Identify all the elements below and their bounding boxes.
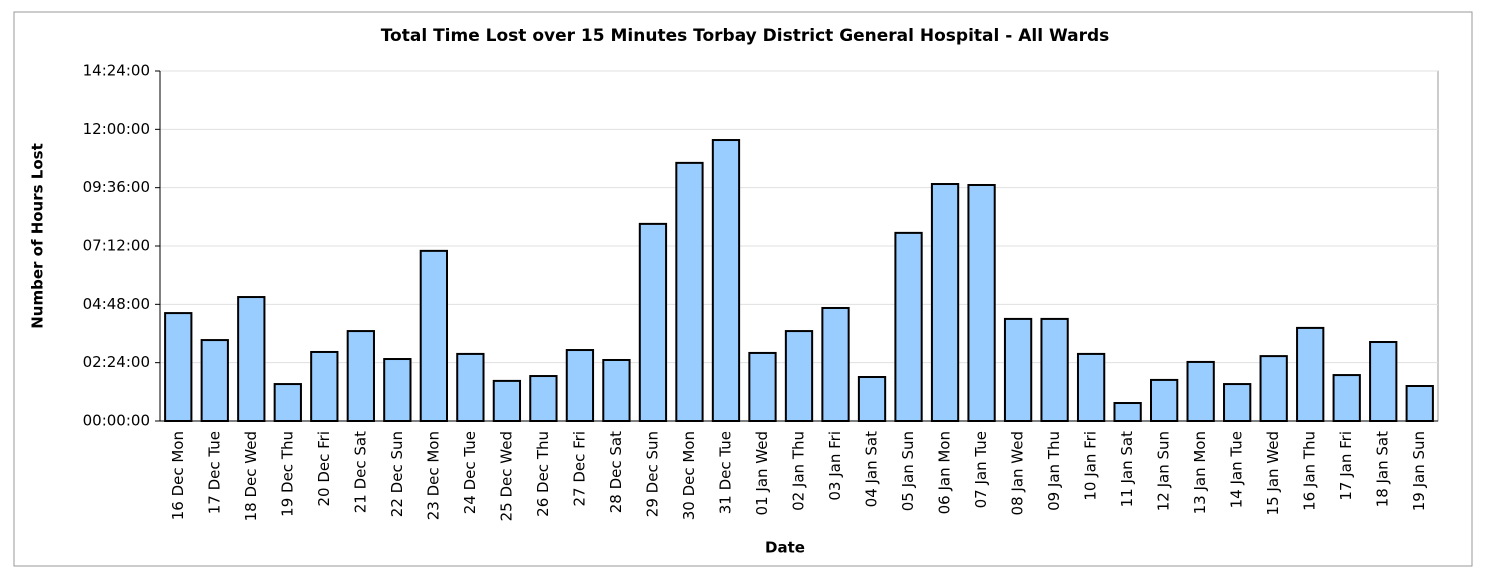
x-tick-label: 26 Dec Thu xyxy=(534,431,552,517)
chart-title: Total Time Lost over 15 Minutes Torbay D… xyxy=(381,26,1110,46)
bar xyxy=(456,352,485,422)
x-axis-title: Date xyxy=(765,539,805,557)
bar xyxy=(784,330,814,423)
bar xyxy=(200,339,229,422)
bar xyxy=(383,358,412,423)
bar xyxy=(748,351,777,423)
x-tick-label: 23 Dec Mon xyxy=(424,431,442,520)
bar xyxy=(164,312,193,423)
x-tick-label: 27 Dec Fri xyxy=(570,431,588,507)
bar xyxy=(1223,383,1252,422)
bar xyxy=(237,296,266,422)
x-tick-label: 13 Jan Mon xyxy=(1191,431,1209,514)
y-tick-label: 07:12:00 xyxy=(83,237,150,255)
bar xyxy=(273,383,302,422)
bar xyxy=(857,376,887,423)
x-tick-label: 16 Dec Mon xyxy=(169,431,187,520)
x-tick-label: 18 Jan Sat xyxy=(1374,431,1392,507)
x-tick-label: 15 Jan Wed xyxy=(1264,431,1282,515)
x-tick-label: 12 Jan Sun xyxy=(1155,431,1173,511)
x-tick-label: 25 Dec Wed xyxy=(497,431,515,521)
x-tick-label: 29 Dec Sun xyxy=(643,431,661,517)
y-axis-title: Number of Hours Lost xyxy=(29,143,47,329)
x-tick-label: 22 Dec Sun xyxy=(388,431,406,517)
x-tick-label: 19 Dec Thu xyxy=(278,431,296,517)
bar xyxy=(967,183,996,422)
x-tick-label: 30 Dec Mon xyxy=(680,431,698,520)
x-tick-label: 18 Dec Wed xyxy=(242,431,260,521)
x-tick-label: 11 Jan Sat xyxy=(1118,431,1136,507)
bar xyxy=(492,379,522,423)
bar xyxy=(675,161,704,422)
bar xyxy=(346,330,375,423)
bar xyxy=(565,349,595,422)
bar xyxy=(310,350,339,423)
bar xyxy=(1369,341,1398,423)
bar xyxy=(1113,402,1142,422)
x-tick-label: 08 Jan Wed xyxy=(1009,431,1027,515)
bar xyxy=(711,139,741,422)
bar xyxy=(1003,317,1033,422)
x-tick-label: 20 Dec Fri xyxy=(315,431,333,507)
y-tick-label: 02:24:00 xyxy=(83,353,150,371)
x-tick-label: 01 Jan Wed xyxy=(753,431,771,515)
x-tick-label: 16 Jan Thu xyxy=(1301,431,1319,511)
bar xyxy=(894,231,923,422)
y-tick-label: 14:24:00 xyxy=(83,62,150,80)
bar xyxy=(1332,374,1361,422)
x-tick-label: 19 Jan Sun xyxy=(1410,431,1428,511)
y-tick-label: 12:00:00 xyxy=(83,120,150,138)
x-tick-label: 14 Jan Tue xyxy=(1228,431,1246,508)
x-tick-label: 17 Jan Fri xyxy=(1337,431,1355,501)
bar xyxy=(419,249,449,422)
bar xyxy=(930,183,960,422)
bar xyxy=(1405,385,1434,422)
bar xyxy=(529,375,558,423)
x-tick-label: 24 Dec Tue xyxy=(461,431,479,514)
x-tick-label: 02 Jan Thu xyxy=(790,431,808,511)
x-tick-label: 17 Dec Tue xyxy=(205,431,223,514)
x-tick-label: 05 Jan Sun xyxy=(899,431,917,511)
bar xyxy=(821,306,850,422)
x-tick-label: 21 Dec Sat xyxy=(351,431,369,513)
x-tick-label: 03 Jan Fri xyxy=(826,431,844,501)
bar xyxy=(602,358,631,422)
y-tick-label: 00:00:00 xyxy=(83,412,150,430)
x-tick-label: 31 Dec Tue xyxy=(716,431,734,514)
bar xyxy=(1149,378,1179,423)
bar xyxy=(1259,355,1288,422)
bar xyxy=(1296,326,1325,423)
x-tick-label: 10 Jan Fri xyxy=(1082,431,1100,501)
x-tick-label: 06 Jan Mon xyxy=(936,431,954,514)
bar xyxy=(1186,360,1215,422)
bar xyxy=(638,222,668,422)
bar xyxy=(1040,317,1069,422)
y-tick-label: 04:48:00 xyxy=(83,295,150,313)
y-tick-label: 09:36:00 xyxy=(83,178,150,196)
bar xyxy=(1076,352,1106,422)
x-tick-label: 07 Jan Tue xyxy=(972,431,990,508)
chart-border xyxy=(13,11,1473,567)
x-tick-label: 28 Dec Sat xyxy=(607,431,625,513)
x-tick-label: 04 Jan Sat xyxy=(863,431,881,507)
x-tick-label: 09 Jan Thu xyxy=(1045,431,1063,511)
